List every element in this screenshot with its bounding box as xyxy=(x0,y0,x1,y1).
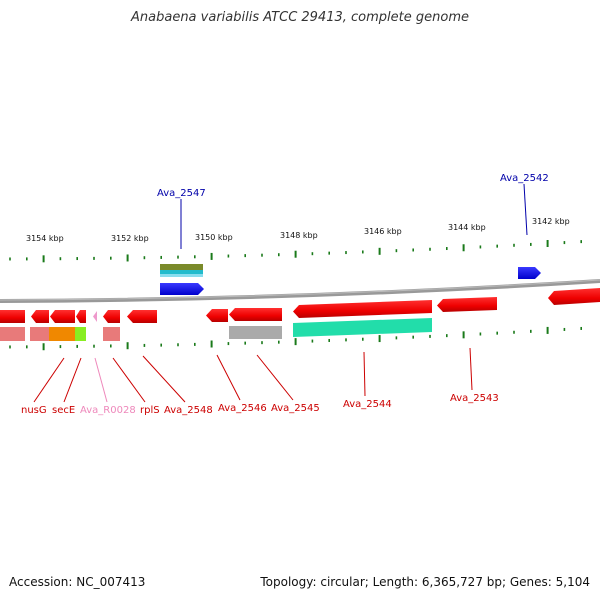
gene-label-rpls: rplS xyxy=(140,405,160,416)
forward-features xyxy=(160,264,541,295)
gene-arrow-sece xyxy=(31,310,49,323)
gene-arrow-ava-2543 xyxy=(437,297,497,312)
gene-arrow-ava-2544 xyxy=(293,300,432,318)
ruler-ticks-top xyxy=(9,240,583,263)
gene-label-ava-2545: Ava_2545 xyxy=(271,403,320,414)
gene-arrow-ava-2545 xyxy=(229,308,282,321)
feature-band xyxy=(160,264,203,270)
ruler-label: 3154 kbp xyxy=(26,234,64,243)
gene-label-ava-2543: Ava_2543 xyxy=(450,393,499,404)
feature-band xyxy=(103,327,120,341)
ruler-label: 3146 kbp xyxy=(364,227,402,236)
gene-arrow-rpls xyxy=(103,310,120,323)
ruler-labels: 3154 kbp 3152 kbp 3150 kbp 3148 kbp 3146… xyxy=(26,217,570,243)
gene-arrow-nusg-b xyxy=(50,310,75,323)
ruler-ticks-bottom xyxy=(9,326,583,351)
gene-arrow-small xyxy=(76,310,86,323)
ruler-label: 3152 kbp xyxy=(111,234,149,243)
ruler-label: 3142 kbp xyxy=(532,217,570,226)
gene-arrow-nusg xyxy=(0,310,25,323)
feature-band xyxy=(30,327,49,341)
gene-label-ava-2546: Ava_2546 xyxy=(218,403,267,414)
ruler-label: 3150 kbp xyxy=(195,233,233,242)
feature-band xyxy=(0,327,25,341)
gene-arrow-ava-2542 xyxy=(518,267,541,279)
ruler-label: 3148 kbp xyxy=(280,231,318,240)
rna-arrow-ava-r0028 xyxy=(93,311,97,322)
gene-label-sece: secE xyxy=(52,405,75,416)
feature-band xyxy=(75,327,86,341)
map-title: Anabaena variabilis ATCC 29413, complete… xyxy=(131,10,469,25)
gene-label-nusg: nusG xyxy=(21,405,47,416)
gene-arrow-ava-2546 xyxy=(206,309,228,322)
reverse-features xyxy=(0,288,600,341)
feature-band xyxy=(160,270,203,274)
gene-label-ava-2547: Ava_2547 xyxy=(157,188,206,199)
gene-arrow-ava-2548 xyxy=(127,310,157,323)
genome-backbone xyxy=(0,279,600,303)
gene-arrow-ava-2542-rev xyxy=(548,288,600,305)
top-labels: Ava_2547 Ava_2542 xyxy=(157,173,549,249)
gene-label-ava-2544: Ava_2544 xyxy=(343,399,392,410)
gene-label-ava-2542: Ava_2542 xyxy=(500,173,549,184)
genome-summary-text: Topology: circular; Length: 6,365,727 bp… xyxy=(260,575,590,589)
accession-text: Accession: NC_007413 xyxy=(9,575,146,589)
feature-band xyxy=(160,274,203,277)
ruler-label: 3144 kbp xyxy=(448,223,486,232)
feature-band xyxy=(229,326,282,339)
gene-label-ava-2548: Ava_2548 xyxy=(164,405,213,416)
feature-band xyxy=(49,327,75,341)
gene-arrow-ava-2547 xyxy=(160,283,204,295)
gene-label-ava-r0028: Ava_R0028 xyxy=(80,405,136,416)
feature-band xyxy=(293,318,432,337)
bottom-labels: nusG secE Ava_R0028 rplS Ava_2548 Ava_25… xyxy=(21,347,499,416)
